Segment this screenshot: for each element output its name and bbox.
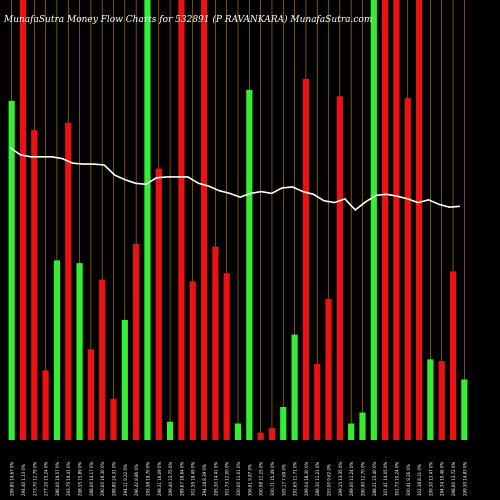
tick-label: 295.58 19.70 0% (145, 461, 150, 496)
bar-red (257, 432, 264, 440)
bar-green (144, 0, 151, 440)
tick-label: 301.73 12.00 0% (225, 461, 230, 496)
bar-green (121, 319, 128, 440)
tick-label: 277.10 15.24 0% (44, 461, 49, 496)
bar-red (336, 96, 343, 440)
money-flow-line (9, 146, 461, 211)
tick-label: 299.80 14.67 0% (10, 461, 15, 496)
tick-label: 286.00 19.57 0% (55, 461, 60, 496)
tick-label: 299.30 14.83 0% (462, 461, 467, 496)
bar-green (427, 359, 434, 440)
tick-label: 293.75 19.41 0% (66, 461, 71, 496)
flow-line-group (9, 146, 461, 211)
chart-title: MunafaSutra Money Flow Charts for 532891… (3, 14, 372, 25)
tick-label: 301.59 18.49 0% (191, 461, 196, 496)
tick-label: 291.65 11.71 0% (293, 461, 298, 496)
bar-red (212, 246, 219, 440)
tick-label: 289.67 18.64 0% (179, 461, 184, 496)
tick-label: 296.42 8.86 0% (134, 464, 139, 496)
tick-label: 299.04 18.30 0% (304, 461, 309, 496)
bar-green (76, 263, 83, 440)
tick-label: 301.41 14.05 0% (383, 461, 388, 496)
bar-green (370, 0, 377, 440)
tick-label: 306.61 9.87 0% (247, 464, 252, 496)
bar-red (65, 122, 72, 440)
bar-green (53, 260, 61, 440)
tick-label: 294.34 10.46 0% (440, 461, 445, 496)
bar-red (268, 428, 276, 440)
bar-red (87, 349, 94, 440)
tick-label: 294.11 9.22 0% (123, 464, 128, 496)
bar-red (449, 271, 457, 440)
tick-label: 288.00 14.17 0% (89, 461, 94, 496)
bar-green (8, 100, 15, 440)
bar-red (314, 363, 321, 440)
tick-label: 294.18 8.39 0% (202, 464, 207, 496)
tick-label: 300.71 15.49 0% (270, 461, 275, 496)
tick-label: 298.00 13.72 0% (451, 461, 456, 496)
bar-green (246, 89, 253, 440)
bar-red (200, 0, 208, 440)
tick-label: 300.98 11.25 0% (259, 461, 264, 496)
bar-green (280, 407, 287, 440)
tick-label: 273.70 12.79 0% (32, 461, 37, 496)
bar-red (110, 398, 117, 440)
bar-red (404, 98, 411, 440)
tick-label: 300.00 11.01 0% (236, 461, 241, 496)
tick-label: 301.73 10.24 0% (394, 461, 399, 496)
bar-red (133, 243, 140, 440)
bar-green (348, 423, 355, 440)
tick-label: 290.00 19.30 0% (100, 461, 105, 496)
x-axis-ticks: 299.80 14.67 0% 294.40 1.13 0% 273.70 12.7… (10, 461, 468, 496)
bar-green (291, 334, 298, 440)
tick-label: 288.31 23.40 0% (372, 461, 377, 496)
bar-red (155, 168, 162, 440)
bar-red (393, 0, 400, 440)
tick-label: 288.30 11.21 0% (315, 461, 320, 496)
tick-label: 302.38 8.31 0% (417, 464, 422, 496)
bar-red (223, 273, 230, 440)
tick-label: 299.15 13.35 0% (338, 461, 343, 496)
bar-red (438, 361, 445, 440)
bar-red (302, 78, 310, 440)
tick-label: 305.17 7.69 0% (281, 464, 286, 496)
bar-red (19, 0, 27, 440)
tick-label: 294.40 1.13 0% (21, 464, 26, 496)
bar-green (234, 423, 242, 440)
bar-red (178, 0, 185, 440)
tick-label: 298.31 16.09 0% (157, 461, 162, 496)
bar-green (166, 421, 174, 440)
tick-label: 288.80 24.31 0% (112, 461, 117, 496)
tick-label: 299.30 13.47 0% (428, 461, 433, 496)
tick-label: 290.90 12.70 0% (360, 461, 365, 496)
bar-red (415, 0, 423, 440)
tick-label: 293.00 9.62 0% (327, 464, 332, 496)
bar-red (325, 298, 332, 440)
tick-label: 300.41 9.26 0% (406, 464, 411, 496)
bar-green (359, 412, 366, 440)
bar-red (42, 370, 49, 440)
bar-red (382, 0, 389, 440)
tick-label: 299.40 23.75 0% (168, 461, 173, 496)
bar-red (189, 281, 196, 440)
tick-label: 295.30 14.41 0% (213, 461, 218, 496)
bar-red (99, 279, 106, 440)
tick-label: 289.00 11.24 0% (349, 461, 354, 496)
bar-green (461, 379, 468, 440)
bars (8, 0, 468, 440)
tick-label: 298.35 15.89 0% (78, 461, 83, 496)
bar-red (31, 130, 38, 440)
